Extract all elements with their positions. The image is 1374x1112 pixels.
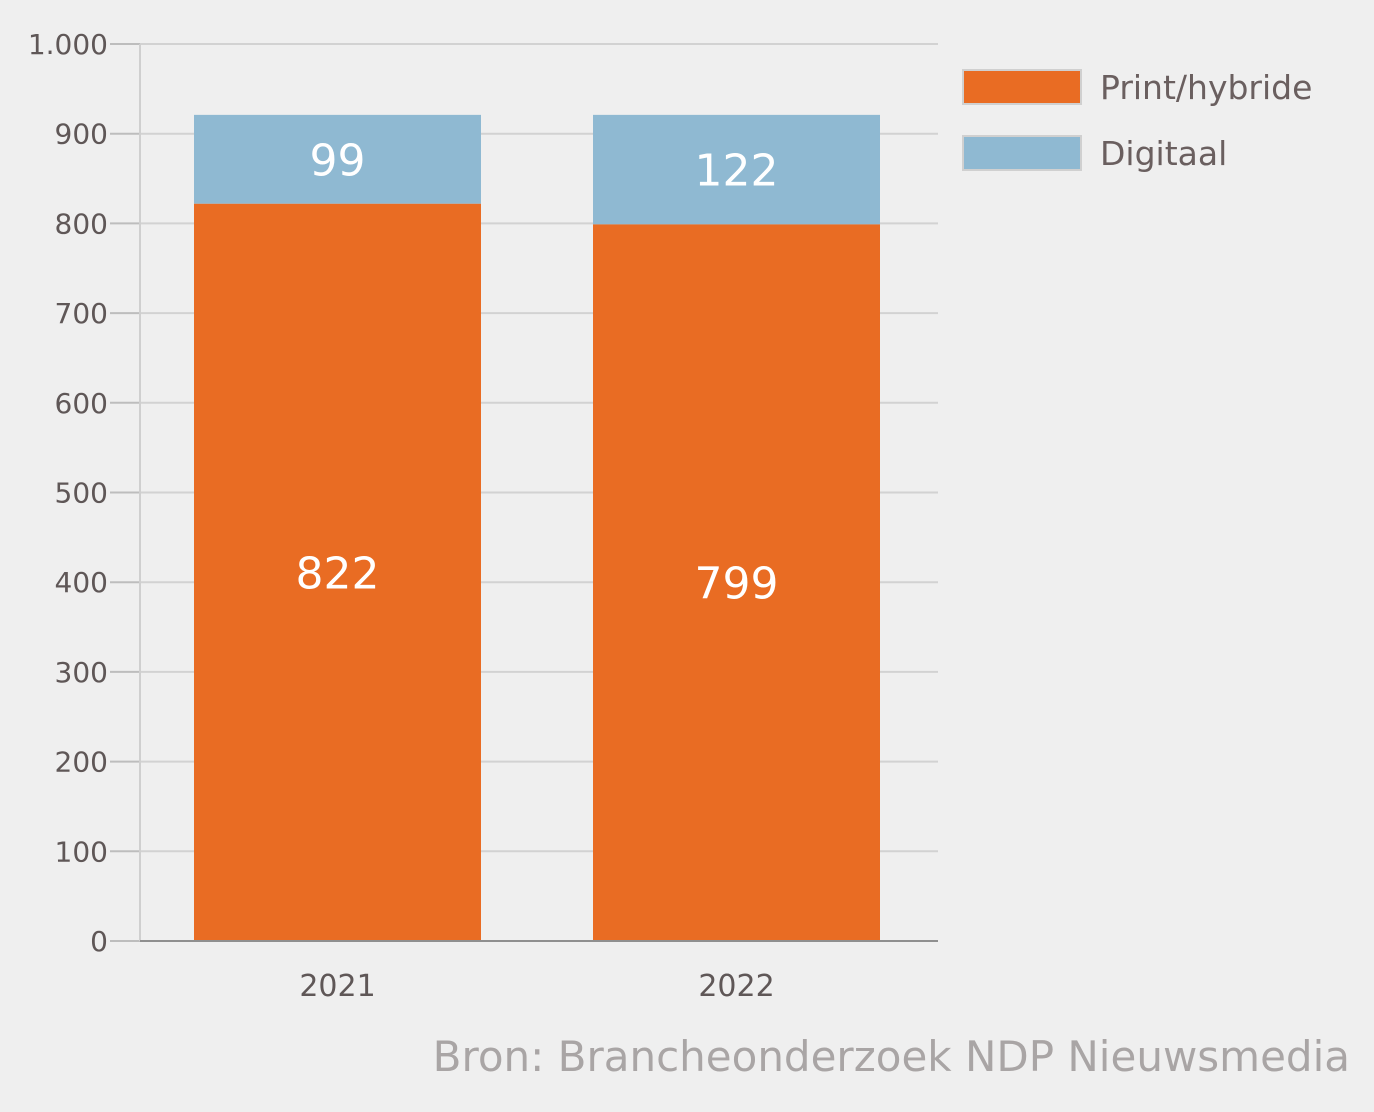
- bar-digitaal-2021: [194, 114, 481, 204]
- value-label-print-hybride-2021: 822: [296, 548, 380, 599]
- y-tick-label-700: 700: [55, 297, 108, 330]
- y-tick-label-100: 100: [55, 835, 108, 868]
- legend: Print/hybride Digitaal: [962, 66, 1312, 198]
- legend-label-print-hybride: Print/hybride: [1100, 67, 1313, 107]
- y-tick-label-800: 800: [55, 207, 108, 240]
- legend-item-print-hybride: Print/hybride: [962, 66, 1312, 108]
- y-tick-label-200: 200: [55, 746, 108, 779]
- legend-item-digitaal: Digitaal: [962, 132, 1312, 174]
- value-label-digitaal-2021: 99: [310, 135, 366, 186]
- x-tick-label-2022: 2022: [698, 969, 774, 1004]
- legend-swatch-print-hybride: [962, 69, 1082, 105]
- value-label-digitaal-2022: 122: [695, 146, 779, 197]
- y-tick-label-300: 300: [55, 656, 108, 689]
- legend-swatch-digitaal: [962, 135, 1082, 171]
- bar-digitaal-2022: [593, 114, 880, 225]
- bar-print-hybride-2021: [194, 203, 481, 941]
- x-tick-label-2021: 2021: [299, 969, 375, 1004]
- y-tick-label-0: 0: [90, 925, 108, 958]
- y-tick-label-1000: 1.000: [28, 28, 108, 61]
- y-tick-label-500: 500: [55, 477, 108, 510]
- y-tick-label-400: 400: [55, 566, 108, 599]
- source-note: Bron: Brancheonderzoek NDP Nieuwsmedia: [432, 1032, 1350, 1081]
- value-label-print-hybride-2022: 799: [695, 559, 779, 610]
- legend-label-digitaal: Digitaal: [1100, 133, 1228, 173]
- y-tick-label-600: 600: [55, 387, 108, 420]
- y-tick-label-900: 900: [55, 118, 108, 151]
- bar-print-hybride-2022: [593, 224, 880, 941]
